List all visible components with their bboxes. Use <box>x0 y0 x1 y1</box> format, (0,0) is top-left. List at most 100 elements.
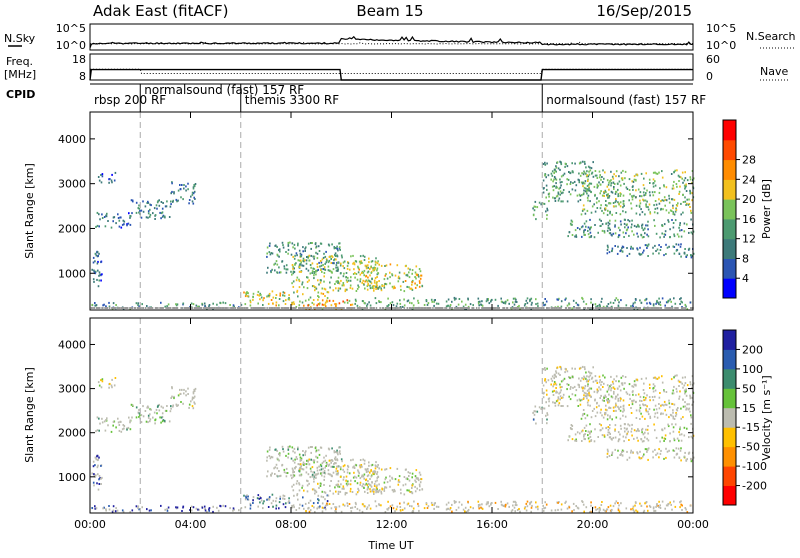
ground-scatter-cell <box>424 307 427 309</box>
power-echo-cell <box>109 178 111 180</box>
velocity-echo-cell <box>288 500 290 503</box>
velocity-echo-cell <box>345 479 347 482</box>
power-echo-cell <box>621 177 624 180</box>
power-echo-cell <box>556 186 558 189</box>
power-echo-cell <box>348 268 351 271</box>
power-echo-cell <box>546 162 548 165</box>
ground-scatter-cell <box>592 307 595 309</box>
power-echo-cell <box>385 273 387 276</box>
power-echo-cell <box>566 183 568 186</box>
velocity-echo-cell <box>374 500 377 503</box>
power-echo-cell <box>540 203 542 206</box>
power-echo-cell <box>658 297 660 300</box>
power-echo-cell <box>117 213 119 216</box>
velocity-echo-cell <box>131 404 134 407</box>
velocity-echo-cell <box>419 473 422 476</box>
velocity-echo-cell <box>659 507 662 509</box>
velocity-echo-cell <box>544 379 546 382</box>
power-echo-cell <box>626 247 628 249</box>
velocity-echo-cell <box>168 420 171 423</box>
power-echo-cell <box>576 303 579 306</box>
velocity-echo-cell <box>312 471 314 474</box>
power-echo-cell <box>571 234 574 236</box>
power-echo-cell <box>176 303 179 306</box>
power-echo-cell <box>614 225 616 228</box>
power-echo-cell <box>453 296 456 299</box>
ground-scatter-cell <box>671 307 673 309</box>
velocity-echo-cell <box>617 449 619 452</box>
power-echo-cell <box>682 181 684 184</box>
velocity-echo-cell <box>627 423 629 426</box>
velocity-echo-cell <box>626 450 628 453</box>
power-echo-cell <box>129 223 132 226</box>
velocity-echo-cell <box>680 439 683 442</box>
power-echo-cell <box>560 305 563 308</box>
velocity-echo-cell <box>534 405 537 408</box>
power-echo-cell <box>604 208 607 211</box>
power-echo-cell <box>389 276 391 279</box>
power-echo-cell <box>600 300 603 303</box>
ground-scatter-cell <box>423 307 426 309</box>
velocity-echo-cell <box>649 415 651 418</box>
velocity-echo-cell <box>252 496 255 499</box>
velocity-echo-cell <box>317 472 319 475</box>
power-echo-cell <box>544 303 547 306</box>
ground-scatter-cell <box>448 307 451 309</box>
velocity-echo-cell <box>313 489 316 492</box>
power-echo-cell <box>567 235 569 238</box>
velocity-echo-cell <box>599 379 601 382</box>
ground-scatter-cell <box>540 307 543 309</box>
power-echo-cell <box>641 211 644 214</box>
ground-scatter-cell <box>457 307 460 309</box>
power-echo-cell <box>97 269 99 272</box>
power-echo-cell <box>550 172 553 175</box>
power-echo-cell <box>679 176 682 179</box>
velocity-echo-cell <box>632 385 635 388</box>
velocity-echo-cell <box>381 488 384 491</box>
velocity-echo-cell <box>94 507 96 510</box>
ground-scatter-cell <box>347 307 349 309</box>
velocity-echo-cell <box>589 435 592 438</box>
ground-scatter-cell <box>627 307 629 309</box>
velocity-echo-cell <box>644 404 647 407</box>
power-echo-cell <box>372 268 374 271</box>
power-echo-cell <box>335 269 338 272</box>
velocity-echo-cell <box>340 510 343 513</box>
velocity-echo-cell <box>152 416 154 419</box>
power-echo-cell <box>303 260 305 263</box>
ground-scatter-cell <box>254 307 256 309</box>
power-echo-cell <box>589 166 591 169</box>
power-echo-cell <box>609 202 612 205</box>
ground-scatter-cell <box>607 307 610 309</box>
velocity-echo-cell <box>608 401 610 404</box>
power-echo-cell <box>187 182 189 185</box>
power-echo-cell <box>678 226 680 229</box>
power-echo-cell <box>648 178 651 181</box>
velocity-echo-cell <box>566 388 568 391</box>
power-echo-cell <box>414 276 416 278</box>
velocity-echo-cell <box>321 474 323 477</box>
velocity-echo-cell <box>147 416 150 419</box>
velocity-echo-cell <box>384 468 386 471</box>
power-echo-cell <box>356 278 359 281</box>
power-echo-cell <box>274 244 276 247</box>
velocity-echo-cell <box>335 508 337 511</box>
ground-scatter-cell <box>283 307 286 309</box>
velocity-echo-cell <box>166 508 168 511</box>
power-echo-cell <box>371 260 374 263</box>
velocity-echo-cell <box>455 500 457 503</box>
velocity-echo-cell <box>343 470 346 473</box>
velocity-echo-cell <box>249 504 252 507</box>
ground-scatter-cell <box>428 307 430 309</box>
power-echo-cell <box>409 301 411 304</box>
velocity-echo-cell <box>635 400 637 403</box>
velocity-echo-cell <box>326 500 329 503</box>
power-echo-cell <box>689 189 691 192</box>
power-echo-cell <box>321 303 324 306</box>
power-echo-cell <box>342 282 345 284</box>
velocity-echo-cell <box>374 471 376 474</box>
velocity-echo-cell <box>638 409 641 412</box>
velocity-echo-cell <box>686 403 688 406</box>
velocity-echo-cell <box>345 482 348 485</box>
velocity-echo-cell <box>467 510 469 512</box>
